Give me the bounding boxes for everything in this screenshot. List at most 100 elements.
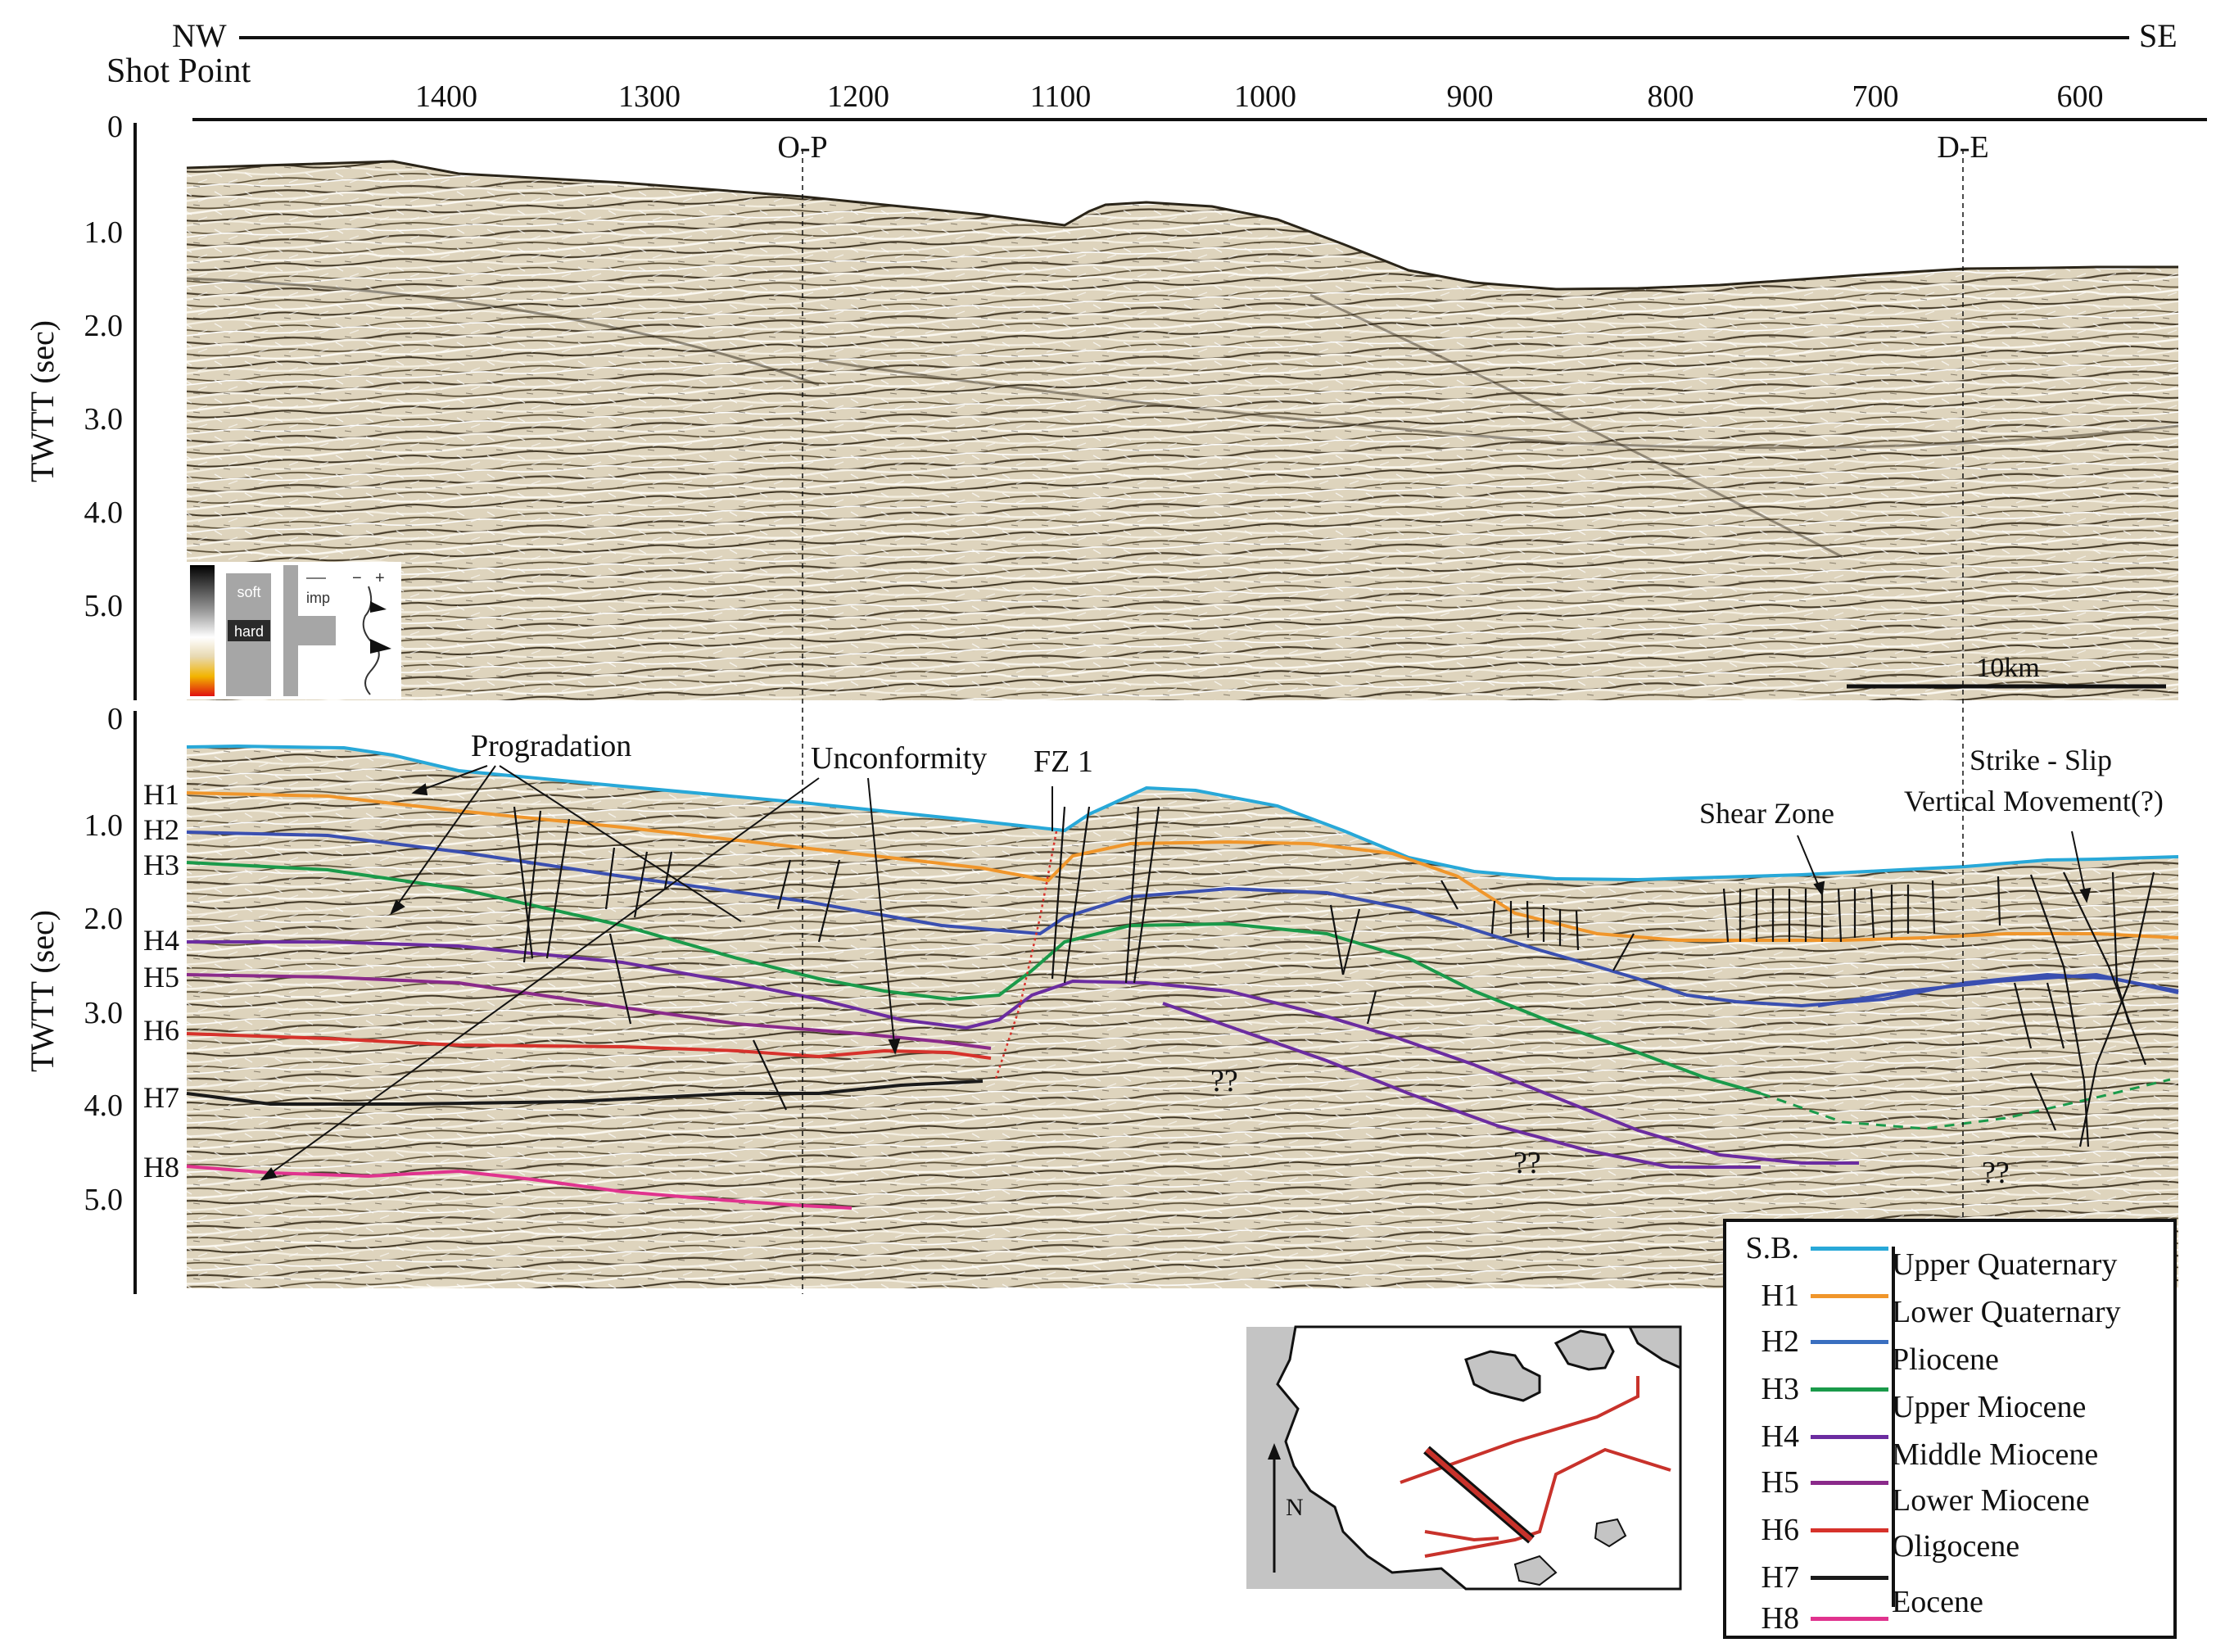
legend-row: S.B. <box>1726 1227 1888 1270</box>
intersection-label-d-e: D-E <box>1937 130 1988 165</box>
unknown-label: ?? <box>1982 1156 2010 1190</box>
depth-tick-label: 3.0 <box>84 402 124 437</box>
fault-zone-1 <box>993 831 1058 1082</box>
legend-code: H4 <box>1761 1419 1799 1454</box>
inset-island <box>1464 1350 1541 1402</box>
shot-point-tick-label: 800 <box>1648 79 1694 114</box>
depth-tick-label: 1.0 <box>84 808 124 843</box>
legend-row: H8 <box>1726 1597 1888 1640</box>
horizon-label-h5: H5 <box>143 961 179 993</box>
shot-point-tick-label: 600 <box>2057 79 2104 114</box>
faults-west <box>513 806 1160 1111</box>
depth-zero-label: 0 <box>107 110 123 144</box>
horizon-h1 <box>186 791 2179 942</box>
horizon-h4-deep <box>1162 1002 1761 1169</box>
inset-sea <box>1276 1325 1682 1591</box>
strike-slip-label: Strike - Slip <box>1970 744 2112 776</box>
unconformity-label: Unconformity <box>811 741 987 776</box>
unknown-label: ?? <box>1513 1146 1541 1180</box>
horizon-h4 <box>187 940 1859 1165</box>
legend-age: Oligocene <box>1892 1529 2020 1564</box>
inset-coast-east <box>1627 1325 1682 1370</box>
horizon-h8 <box>186 1165 852 1210</box>
depth-axis-title: TWTT (sec) <box>24 910 61 1072</box>
shot-point-tick-label: 700 <box>1852 79 1899 114</box>
depth-tick-label: 2.0 <box>84 309 124 343</box>
legend-code: H6 <box>1761 1513 1799 1547</box>
shot-point-tick-label: 1300 <box>618 79 681 114</box>
legend-age: Upper Miocene <box>1892 1390 2087 1424</box>
legend-swatch <box>1811 1528 1888 1532</box>
faults-east <box>1329 871 2155 1147</box>
depth-tick-label: 5.0 <box>84 1183 124 1217</box>
progradation-label: Progradation <box>471 729 631 763</box>
legend-row: H3 <box>1726 1368 1888 1410</box>
horizon-label-h4: H4 <box>143 924 179 957</box>
legend-row: H5 <box>1726 1461 1888 1504</box>
legend-code: H3 <box>1761 1372 1799 1406</box>
legend-code: H5 <box>1761 1465 1799 1500</box>
scale-bar-label: 10km <box>1976 653 2039 683</box>
legend-code: H7 <box>1761 1560 1799 1595</box>
horizon-label-h6: H6 <box>143 1014 179 1047</box>
legend-swatch <box>1811 1575 1888 1580</box>
legend-code: H2 <box>1761 1324 1799 1359</box>
soft-label: soft <box>237 584 260 600</box>
horizon-h3 <box>186 861 1761 1095</box>
unknown-label: ?? <box>1210 1064 1238 1098</box>
inset-profile-line <box>1425 1447 1533 1542</box>
impedance-label: imp <box>306 590 330 606</box>
annotation-arrows <box>260 765 2092 1181</box>
legend-row: H6 <box>1726 1509 1888 1551</box>
fault-zone-label: FZ 1 <box>1033 745 1093 779</box>
scale-bar: 10km <box>1847 653 2166 689</box>
legend-age: Eocene <box>1892 1585 1983 1619</box>
seafloor-horizon <box>186 744 2179 882</box>
polarity-plus: + <box>375 569 385 587</box>
shot-point-axis: 1400 1300 1200 1100 1000 900 800 700 600 <box>192 79 2207 121</box>
vertical-movement-label: Vertical Movement(?) <box>1904 785 2164 817</box>
depth-axis-title: TWTT (sec) <box>24 320 61 482</box>
legend-row: H7 <box>1726 1556 1888 1599</box>
amplitude-colorbar <box>190 565 215 696</box>
polarity-colorbar-inset: soft hard imp − + <box>187 562 401 699</box>
legend-row: H1 <box>1726 1274 1888 1317</box>
legend-age: Lower Quaternary <box>1892 1295 2121 1329</box>
horizon-h3-projected <box>1760 1078 2171 1130</box>
north-label: N <box>1286 1494 1304 1521</box>
legend-swatch <box>1811 1434 1888 1439</box>
legend-row: H4 <box>1726 1415 1888 1458</box>
depth-tick-label: 3.0 <box>84 996 124 1030</box>
legend-row: H2 <box>1726 1320 1888 1363</box>
inset-islet <box>1513 1555 1558 1586</box>
shot-point-tick-label: 1400 <box>415 79 477 114</box>
polarity-minus: − <box>352 569 362 587</box>
depth-tick-label: 5.0 <box>84 589 124 623</box>
horizon-label-h8: H8 <box>143 1151 179 1184</box>
top-seismic-panel <box>186 160 2178 700</box>
inset-island <box>1553 1329 1615 1371</box>
legend-age: Pliocene <box>1892 1342 1999 1377</box>
legend-swatch <box>1811 1246 1888 1251</box>
hard-label: hard <box>234 623 264 640</box>
horizon-label-h1: H1 <box>143 778 179 811</box>
legend-code: S.B. <box>1745 1231 1799 1265</box>
horizon-label-h3: H3 <box>143 849 179 881</box>
legend-age: Middle Miocene <box>1892 1437 2099 1472</box>
horizon-h5 <box>186 973 992 1050</box>
intersection-label-o-p: O-P <box>777 130 827 165</box>
shot-point-label: Shot Point <box>106 52 251 90</box>
legend-swatch <box>1811 1339 1888 1344</box>
legend-code: H1 <box>1761 1279 1799 1313</box>
depth-tick-label: 2.0 <box>84 902 124 936</box>
legend-swatch <box>1811 1480 1888 1485</box>
shot-point-tick-label: 1000 <box>1234 79 1296 114</box>
bottom-seismic-panel: Progradation Unconformity FZ 1 Shear Zon… <box>186 729 2179 1288</box>
inset-islet <box>1594 1518 1627 1548</box>
horizon-legend: S.B. H1 H2 H3 H4 H5 H6 H7 H8 Upper Quate… <box>1723 1219 2177 1639</box>
shot-point-tick-label: 1200 <box>827 79 889 114</box>
legend-swatch <box>1811 1387 1888 1392</box>
shear-zone-label: Shear Zone <box>1699 797 1834 830</box>
legend-code: H8 <box>1761 1601 1799 1636</box>
